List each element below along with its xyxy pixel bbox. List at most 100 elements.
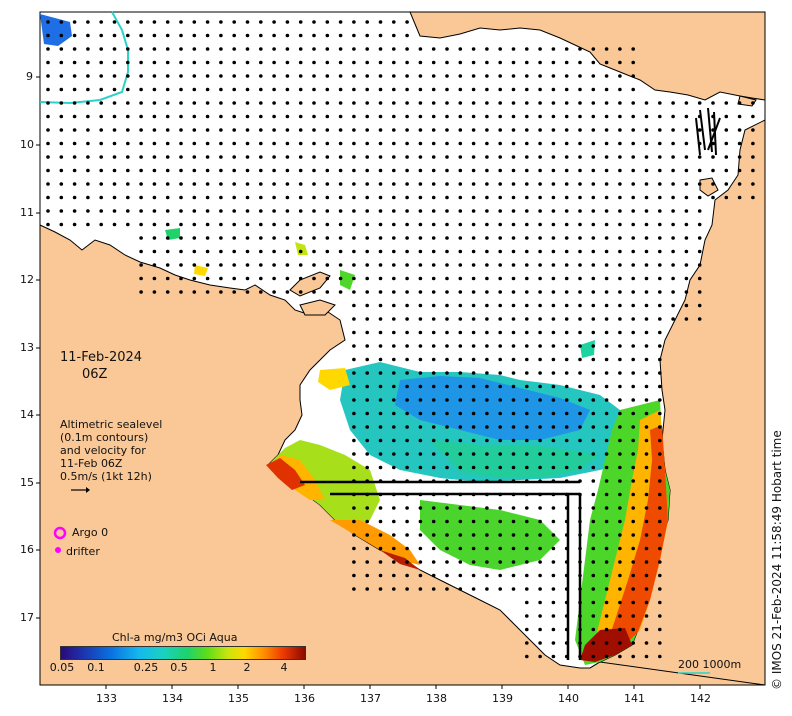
velocity-arrow: [578, 398, 582, 402]
velocity-arrow: [378, 371, 383, 375]
velocity-arrow: [485, 398, 489, 402]
velocity-arrow: [179, 249, 183, 254]
velocity-arrow: [551, 87, 556, 92]
velocity-arrow: [445, 344, 449, 348]
velocity-arrow: [378, 60, 383, 65]
velocity-arrow: [618, 47, 622, 51]
velocity-arrow: [458, 398, 463, 402]
velocity-arrow: [564, 155, 569, 159]
velocity-arrow: [671, 303, 675, 308]
velocity-arrow: [591, 506, 596, 510]
velocity-arrow: [618, 614, 622, 618]
velocity-arrow: [751, 182, 755, 186]
velocity-arrow: [618, 573, 622, 578]
velocity-arrow: [471, 546, 476, 551]
velocity-arrow: [591, 263, 596, 267]
velocity-arrow: [86, 182, 90, 186]
velocity-arrow: [525, 74, 529, 78]
velocity-arrow: [578, 371, 582, 375]
velocity-arrow: [139, 236, 143, 240]
velocity-arrow: [259, 141, 263, 146]
velocity-arrow: [511, 114, 516, 119]
velocity-arrow: [471, 236, 476, 240]
velocity-arrow: [551, 168, 556, 173]
velocity-arrow: [205, 141, 210, 146]
velocity-arrow: [86, 74, 90, 78]
velocity-arrow: [618, 600, 622, 605]
velocity-arrow: [272, 60, 276, 65]
land-cape-york: [588, 119, 766, 686]
velocity-arrow: [644, 627, 649, 632]
velocity-arrow: [498, 425, 503, 429]
velocity-arrow: [405, 357, 409, 362]
velocity-arrow: [564, 249, 569, 254]
velocity-arrow: [604, 47, 609, 51]
velocity-arrow: [259, 182, 263, 186]
velocity-arrow: [365, 141, 370, 146]
velocity-arrow: [485, 249, 489, 254]
velocity-arrow: [618, 276, 622, 281]
velocity-arrow: [152, 128, 157, 132]
velocity-arrow: [392, 155, 396, 159]
velocity-arrow: [245, 263, 250, 267]
velocity-arrow: [631, 182, 636, 186]
velocity-arrow: [418, 276, 423, 281]
velocity-arrow: [86, 47, 90, 51]
velocity-arrow: [658, 276, 662, 281]
velocity-arrow: [338, 20, 343, 24]
velocity-arrow: [511, 236, 516, 240]
velocity-arrow: [152, 236, 157, 240]
velocity-arrow: [365, 276, 370, 281]
velocity-arrow: [431, 411, 436, 416]
velocity-arrow: [139, 168, 143, 173]
velocity-arrow: [219, 236, 223, 240]
velocity-arrow: [285, 236, 290, 240]
velocity-arrow: [485, 411, 489, 416]
velocity-arrow: [405, 317, 409, 321]
velocity-arrow: [618, 128, 622, 132]
velocity-arrow: [658, 438, 662, 443]
velocity-arrow: [285, 182, 290, 186]
velocity-arrow: [538, 641, 542, 645]
velocity-arrow: [591, 357, 596, 362]
velocity-arrow: [392, 168, 396, 173]
velocity-arrow: [737, 128, 742, 132]
legend-line-4: 11-Feb 06Z: [60, 457, 123, 470]
velocity-arrow: [658, 222, 662, 227]
velocity-arrow: [126, 222, 130, 227]
velocity-arrow: [644, 465, 649, 470]
velocity-arrow: [538, 155, 542, 159]
velocity-arrow: [165, 20, 170, 24]
velocity-arrow: [591, 60, 596, 65]
velocity-arrow: [219, 168, 223, 173]
velocity-arrow: [112, 60, 117, 65]
velocity-arrow: [458, 344, 463, 348]
velocity-arrow: [219, 74, 223, 78]
velocity-arrow: [658, 654, 662, 659]
velocity-arrow: [378, 438, 383, 443]
velocity-arrow: [658, 303, 662, 308]
velocity-arrow: [485, 74, 489, 78]
velocity-arrow: [99, 20, 103, 24]
colorbar-title: Chl-a mg/m3 OCi Aqua: [112, 631, 238, 644]
velocity-arrow: [471, 182, 476, 186]
velocity-arrow: [298, 168, 303, 173]
velocity-arrow: [538, 263, 542, 267]
velocity-arrow: [205, 263, 210, 267]
velocity-arrow: [538, 195, 542, 200]
velocity-arrow: [405, 141, 409, 146]
velocity-arrow: [498, 317, 503, 321]
velocity-arrow: [405, 182, 409, 186]
velocity-arrow: [631, 209, 636, 213]
velocity-arrow: [551, 236, 556, 240]
velocity-arrow: [46, 128, 50, 132]
velocity-arrow: [618, 546, 622, 551]
velocity-arrow: [59, 222, 64, 227]
velocity-arrow: [312, 87, 316, 92]
velocity-arrow: [179, 168, 183, 173]
velocity-arrow: [684, 209, 689, 213]
velocity-arrow: [46, 168, 50, 173]
velocity-arrow: [352, 330, 356, 335]
velocity-arrow: [525, 249, 529, 254]
